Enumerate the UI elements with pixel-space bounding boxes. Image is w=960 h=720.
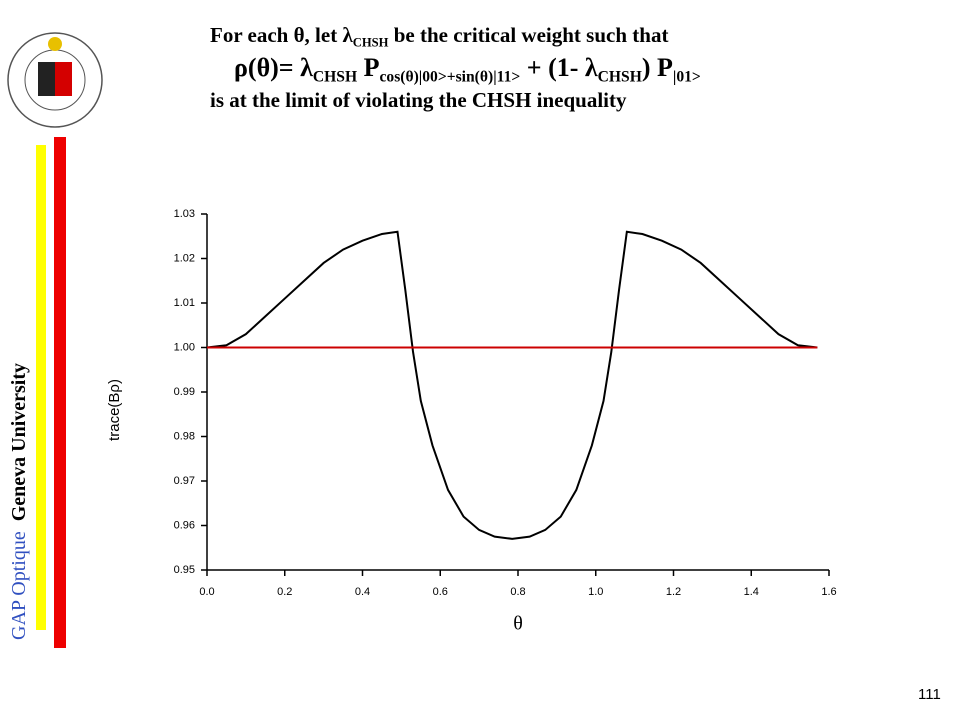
y-tick-label: 1.00 (174, 341, 195, 353)
page-number: 111 (918, 686, 941, 703)
y-tick-label: 0.97 (174, 475, 195, 487)
title-subscript: cos(θ)|00>+sin(θ)|11> (379, 68, 521, 86)
side-bar (36, 145, 46, 630)
x-tick-label: 0.4 (355, 586, 370, 598)
y-tick-label: 1.01 (174, 297, 195, 309)
x-tick-label: 1.4 (744, 586, 759, 598)
title-text: + (1- λ (520, 52, 598, 82)
title: For each θ, let λCHSH be the critical we… (210, 22, 701, 115)
y-tick-label: 0.98 (174, 430, 195, 442)
x-tick-label: 0.8 (510, 586, 525, 598)
title-text: be the critical weight such that (388, 23, 669, 47)
title-line: ρ(θ)= λCHSH Pcos(θ)|00>+sin(θ)|11> + (1-… (234, 51, 701, 88)
x-tick-label: 1.0 (588, 586, 603, 598)
side-bar (54, 137, 66, 648)
x-tick-label: 0.2 (277, 586, 292, 598)
x-tick-label: 0.6 (433, 586, 448, 598)
title-text: P (357, 52, 380, 82)
x-tick-label: 0.0 (199, 586, 214, 598)
y-tick-label: 0.99 (174, 386, 195, 398)
title-text: is at the limit of violating the CHSH in… (210, 88, 627, 113)
y-tick-label: 0.95 (174, 564, 195, 576)
y-tick-label: 1.02 (174, 252, 195, 264)
x-tick-label: 1.6 (821, 586, 836, 598)
title-text: For each θ, let λ (210, 23, 353, 47)
title-text: ) P (641, 52, 673, 82)
title-subscript: |01> (672, 68, 701, 86)
logo (7, 32, 103, 128)
title-line: is at the limit of violating the CHSH in… (210, 87, 701, 114)
title-text: ρ(θ)= λ (234, 52, 313, 82)
series-line (206, 230, 818, 540)
title-subscript: CHSH (352, 35, 389, 50)
title-subscript: CHSH (312, 68, 358, 86)
y-tick-label: 1.03 (174, 208, 195, 220)
x-axis-label: θ (513, 613, 523, 635)
title-line: For each θ, let λCHSH be the critical we… (210, 22, 701, 51)
title-subscript: CHSH (597, 68, 642, 86)
x-tick-label: 1.2 (666, 586, 681, 598)
y-tick-label: 0.96 (174, 519, 195, 531)
y-axis-label: trace(Bρ) (106, 379, 123, 441)
